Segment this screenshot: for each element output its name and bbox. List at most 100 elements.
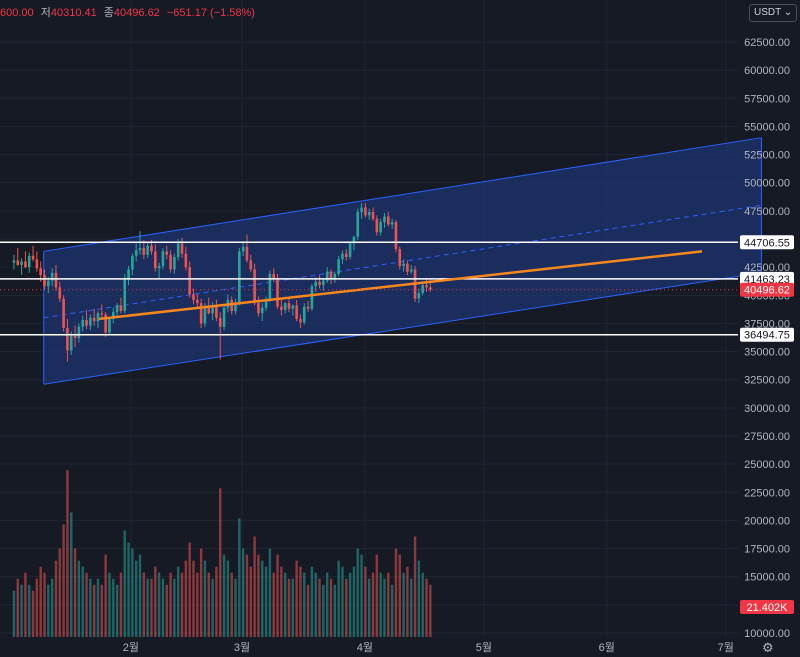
trend-line (99, 250, 703, 321)
candle-body (207, 307, 211, 314)
volume-bar (287, 578, 291, 637)
volume-bar (50, 578, 54, 637)
candle-body (245, 246, 249, 261)
price-tick-label: 30000.00 (744, 403, 790, 415)
volume-bar (119, 572, 123, 637)
last-price-box (740, 282, 794, 297)
volume-bar (303, 572, 306, 637)
candle-body (39, 268, 42, 276)
price-tick-label: 32500.00 (744, 375, 790, 387)
candle-body (16, 260, 20, 265)
candle-body (50, 272, 54, 281)
time-tick-label: 3월 (234, 641, 250, 654)
volume-bar (299, 566, 302, 637)
gear-icon[interactable]: ⚙ (762, 640, 774, 655)
volume-bar (188, 542, 191, 637)
price-tick-label: 35000.00 (744, 347, 790, 359)
price-tick-label: 37500.00 (744, 318, 790, 330)
volume-bar (341, 566, 344, 637)
candle-body (89, 317, 92, 326)
volume-bar (199, 548, 203, 637)
price-label-box (740, 235, 794, 250)
candle-body (341, 253, 344, 260)
volume-bar (16, 578, 19, 637)
time-tick-label: 6월 (599, 641, 615, 654)
candle-body (127, 269, 130, 280)
candle-body (409, 269, 413, 272)
volume-bar (62, 524, 65, 637)
volume-bar (249, 566, 252, 637)
volume-bar (410, 578, 413, 637)
chevron-down-icon: ⌄ (783, 7, 793, 18)
price-tick-label: 10000.00 (744, 628, 790, 640)
time-tick-label: 4월 (357, 641, 373, 654)
volume-bar (280, 566, 283, 637)
candle-body (325, 271, 329, 281)
volume-bar (261, 560, 264, 637)
candle-body (360, 207, 363, 212)
volume-bar (257, 554, 260, 637)
volume-bar (150, 578, 153, 637)
candle-body (268, 273, 272, 300)
candle-body (131, 255, 134, 270)
candle-body (199, 303, 203, 324)
regression-channel[interactable] (43, 137, 762, 385)
drawing-lines[interactable] (0, 241, 738, 336)
candle-body (333, 273, 337, 280)
volume-bar (360, 554, 363, 637)
candle-body (417, 293, 421, 299)
candle-body (123, 279, 127, 312)
price-tick-label: 42500.00 (744, 262, 790, 274)
candle-body (230, 299, 233, 312)
candle-body (62, 298, 65, 328)
price-tick-label: 20000.00 (744, 515, 790, 527)
candle-body (318, 281, 321, 286)
price-tick-label: 60000.00 (744, 65, 790, 77)
time-axis[interactable]: 2월 3월 4월 5월 6월 7월 (123, 641, 734, 654)
volume-bar (112, 578, 115, 637)
legend-low-value: 40310.41 (50, 7, 97, 19)
volume-bar (104, 554, 107, 637)
legend-change: −651.17 (−1.58%) (166, 7, 255, 19)
time-tick-label: 2월 (123, 641, 139, 654)
candle-body (257, 303, 260, 314)
volume-bar (425, 578, 428, 637)
candle-body (43, 275, 46, 287)
volume-bar (43, 572, 46, 637)
candle-body (54, 272, 58, 288)
price-tick-label: 47500.00 (744, 206, 790, 218)
volume-bar (318, 578, 321, 637)
candle-body (153, 251, 157, 269)
candle-body (390, 222, 394, 225)
volume-bar (142, 572, 146, 637)
volume-bar (222, 554, 226, 637)
volume-label-box (740, 600, 794, 614)
volume-bar (157, 572, 161, 637)
price-label-box (740, 271, 794, 286)
volume-bar (184, 560, 188, 637)
volume-bar (123, 530, 126, 637)
candle-body (165, 251, 169, 255)
channel-upper-line (43, 137, 762, 252)
candle-body (104, 314, 107, 333)
candle-body (138, 248, 142, 251)
price-axis[interactable]: 62500.00 60000.00 57500.00 55000.00 52500.00… (744, 37, 790, 640)
volume-bar (322, 584, 325, 637)
volume-bar (28, 584, 31, 637)
candle-body (173, 257, 176, 270)
volume-bar (215, 566, 218, 637)
volume-label: 21.402K (747, 602, 789, 614)
candle-body (238, 251, 241, 304)
volume-bar (173, 578, 176, 637)
candle-body (406, 263, 409, 272)
candle-body (260, 307, 264, 314)
currency-selector[interactable]: USDT ⌄ (749, 4, 798, 22)
candle-body (111, 312, 115, 319)
currency-label: USDT (754, 7, 782, 18)
volume-bar (12, 590, 16, 637)
legend-close-value: 40496.62 (113, 7, 160, 19)
candle-body (310, 286, 314, 309)
candle-body (337, 259, 340, 274)
price-tick-label: 62500.00 (744, 37, 790, 49)
